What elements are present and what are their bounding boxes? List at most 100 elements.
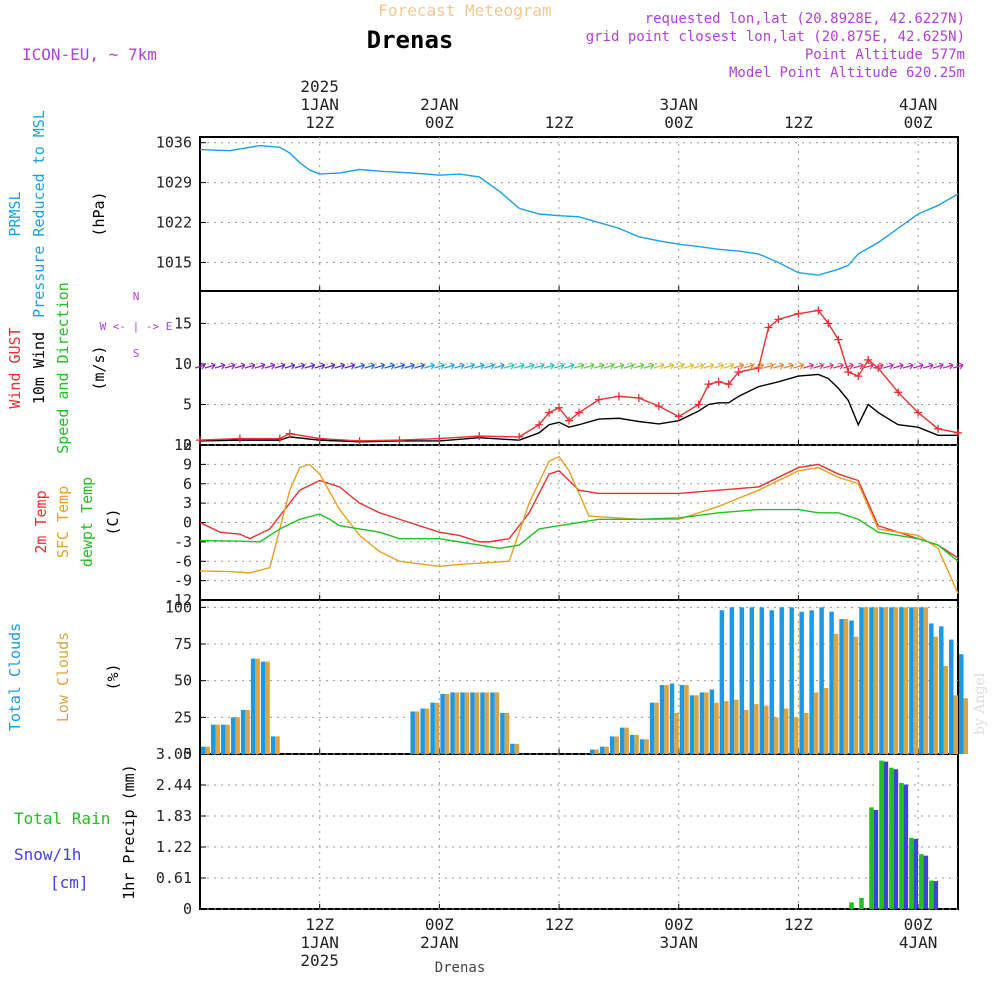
wind-arrow (254, 362, 266, 370)
bar-clouds-1 (205, 746, 210, 754)
gust-marker (954, 428, 962, 437)
wind-arrow (444, 362, 455, 370)
wind-arrow (583, 362, 595, 370)
wind-arrow (374, 362, 386, 370)
gust-marker (704, 380, 713, 389)
bar-clouds-0 (859, 607, 864, 754)
bar-clouds-0 (769, 610, 774, 754)
y-tick-label-temperature: -6 (174, 552, 192, 570)
bar-clouds-1 (734, 699, 739, 754)
time-label-bottom: 00Z (904, 915, 933, 934)
time-label-top: 4JAN (899, 95, 938, 114)
y-axis-label-temperature: 2m Temp (32, 490, 50, 553)
wind-arrow (314, 362, 326, 370)
wind-arrow (533, 362, 545, 370)
wind-arrow (873, 362, 884, 370)
y-tick-label-temperature: -9 (174, 572, 192, 590)
bar-clouds-0 (959, 654, 964, 754)
time-label-top: 1JAN (300, 95, 339, 114)
gust-marker (355, 436, 364, 445)
gust-marker (575, 408, 583, 417)
wind-arrow (952, 362, 964, 370)
y-tick-label-temperature: 0 (183, 514, 192, 532)
bar-clouds-0 (470, 692, 475, 754)
wind-arrow (593, 362, 605, 370)
bar-precip-0 (869, 807, 874, 909)
bar-clouds-1 (744, 710, 749, 754)
wind-arrow (454, 362, 465, 370)
time-label-bottom: 00Z (425, 915, 454, 934)
bar-clouds-1 (434, 702, 440, 754)
bar-precip-1 (893, 769, 899, 909)
wind-arrow (743, 362, 755, 370)
wind-arrow (384, 362, 395, 370)
bar-clouds-1 (813, 692, 819, 754)
wind-arrow (613, 362, 625, 370)
y-tick-label-temperature: 9 (183, 455, 192, 473)
y-axis-label-wind: Wind GUST (6, 327, 24, 408)
wind-arrow (424, 362, 435, 370)
bar-clouds-0 (839, 619, 844, 754)
time-label-top: 00Z (664, 113, 693, 132)
bar-clouds-0 (869, 607, 874, 754)
y-tick-label-clouds: 0 (183, 745, 192, 763)
precip-label-unit: [cm] (50, 873, 89, 892)
gust-marker (914, 408, 923, 417)
wind-arrow (603, 362, 615, 370)
wind-arrow (344, 362, 356, 370)
wind-arrow (932, 362, 944, 370)
bar-clouds-0 (250, 658, 256, 754)
bar-clouds-1 (444, 693, 450, 754)
series-line-temperature-2 (199, 508, 959, 562)
subtitle: Forecast Meteogram (378, 1, 551, 20)
y-tick-label-temperature: -3 (174, 533, 192, 551)
gust-marker (774, 315, 783, 324)
y-axis-unit-clouds: (%) (104, 663, 122, 690)
bar-clouds-0 (699, 692, 705, 754)
wind-arrow (304, 362, 316, 370)
bar-clouds-1 (265, 661, 270, 754)
bar-clouds-1 (773, 717, 779, 754)
bar-clouds-1 (833, 633, 839, 754)
bar-clouds-1 (873, 607, 879, 754)
bar-clouds-1 (245, 710, 250, 754)
bar-clouds-1 (903, 607, 909, 754)
wind-arrow (633, 362, 645, 370)
bar-precip-0 (909, 837, 914, 909)
bar-clouds-1 (215, 724, 220, 754)
bar-clouds-1 (853, 636, 859, 754)
bar-clouds-1 (424, 708, 430, 754)
gust-marker (435, 434, 444, 443)
wind-arrow (194, 362, 206, 370)
wind-arrow (892, 362, 904, 370)
point-altitude: Point Altitude 577m (805, 47, 965, 63)
gust-marker (854, 372, 863, 381)
wind-arrow (513, 362, 525, 370)
gust-marker (196, 436, 204, 445)
wind-arrow (942, 362, 954, 370)
wind-arrow (563, 362, 575, 370)
gust-marker (555, 403, 564, 412)
bar-clouds-0 (899, 607, 904, 754)
wind-arrow (663, 362, 675, 370)
wind-arrow (853, 362, 864, 370)
bar-clouds-1 (624, 727, 629, 754)
bar-clouds-0 (929, 623, 934, 754)
bar-clouds-0 (589, 749, 595, 754)
bar-clouds-0 (510, 743, 515, 754)
bar-clouds-0 (220, 724, 226, 754)
series-line-temperature-0 (199, 463, 959, 559)
y-axis-label-temperature: SFC Temp (54, 486, 72, 558)
bar-clouds-0 (659, 685, 665, 754)
requested-location: requested lon,lat (20.8928E, 42.6227N) (645, 11, 965, 27)
wind-arrow (673, 362, 685, 370)
series-line-pressure-0 (199, 144, 959, 276)
y-tick-label-temperature: -12 (165, 591, 192, 609)
y-tick-label-temperature: 6 (183, 475, 192, 493)
y-tick-label-wind: 5 (183, 395, 192, 413)
y-tick-label-pressure: 1022 (156, 214, 192, 232)
wind-arrow (464, 362, 475, 370)
wind-arrow (474, 362, 485, 370)
bar-clouds-1 (594, 749, 599, 754)
